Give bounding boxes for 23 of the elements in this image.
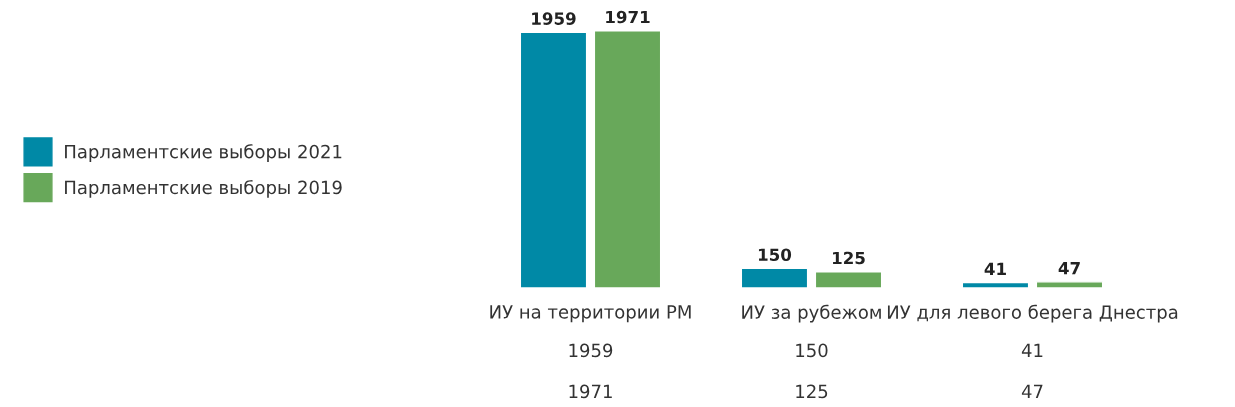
annotation: 47 [1058, 262, 1080, 275]
data-label: 150 [796, 343, 828, 358]
bar [1035, 281, 1104, 288]
x-tick-label: ИУ для левого берега Днестра [887, 304, 1178, 323]
bar [593, 30, 662, 288]
x-tick-label: ИУ на территории РМ [490, 305, 691, 323]
annotation: 150 [758, 248, 792, 262]
data-label: 47 [1021, 384, 1043, 398]
legend-label: Парламентские выборы 2019 [65, 179, 342, 198]
data-label: 41 [1021, 343, 1043, 357]
legend-label: Парламентские выборы 2021 [65, 144, 342, 162]
text: 1971 [606, 10, 650, 24]
annotation: 125 [833, 251, 865, 265]
bar [740, 267, 809, 288]
bar [519, 31, 588, 288]
data-label: 1959 [569, 343, 613, 358]
bar [961, 281, 1030, 288]
data-label: 125 [796, 384, 828, 399]
x-tick-label: ИУ за рубежом [742, 304, 881, 323]
annotation: 41 [984, 262, 1006, 276]
text: 1959 [532, 12, 576, 25]
bar [814, 270, 883, 288]
data-label: 1971 [569, 384, 612, 399]
